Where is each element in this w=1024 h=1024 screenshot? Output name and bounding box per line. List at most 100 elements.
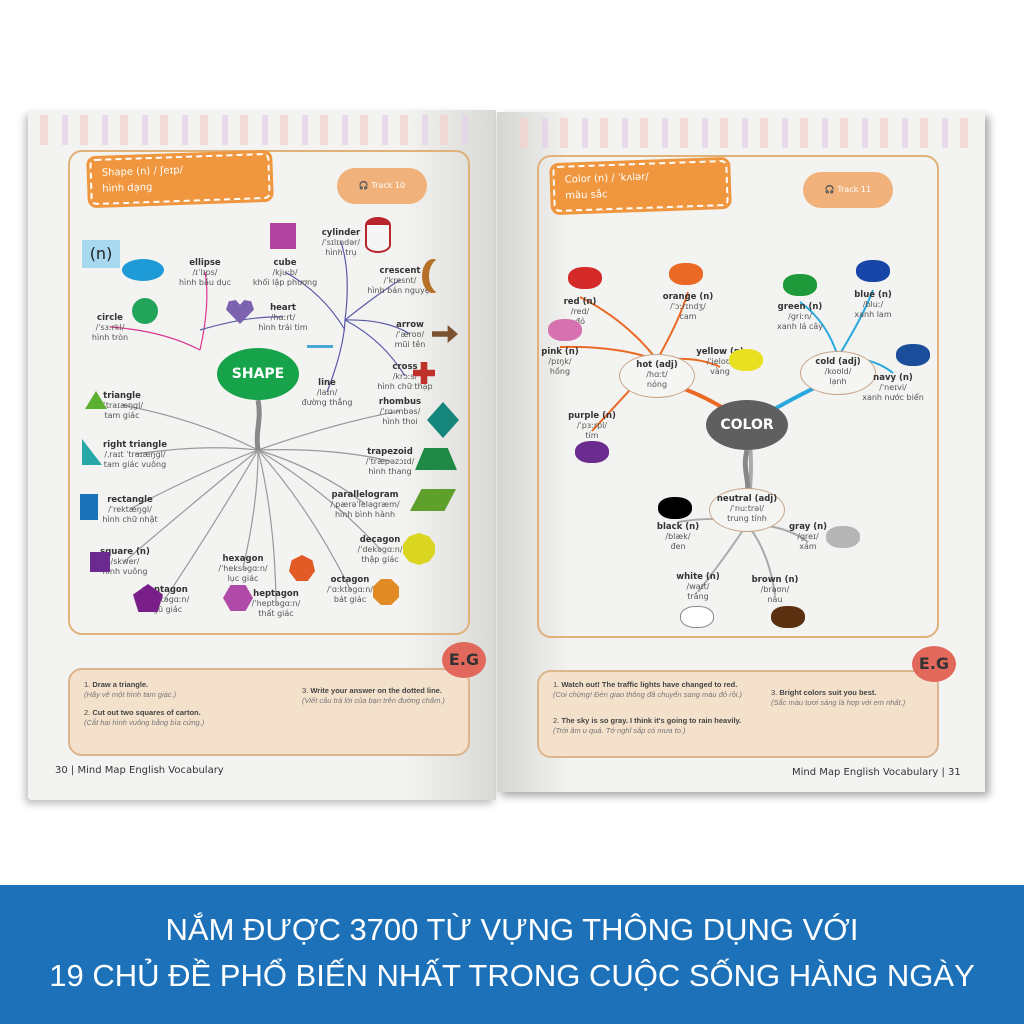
group-bubble	[800, 351, 876, 395]
example-item: 1. Draw a triangle. (Hãy vẽ một hình tam …	[84, 680, 177, 699]
vocab-ipa: /koʊld/	[824, 367, 852, 376]
branch-line	[799, 301, 839, 358]
vocab-label: heptagon/ˈheptəgɑːn/thất giác	[252, 589, 301, 619]
headphones-icon: 🎧	[824, 185, 835, 194]
vocab-ipa: /kjuːb/	[272, 268, 298, 277]
example-item: 2. The sky is so gray. I think it's goin…	[553, 716, 742, 735]
vocab-term: hot (adj)	[636, 360, 678, 370]
vocab-term: white (n)	[676, 572, 720, 582]
vocab-ipa: /skwer/	[110, 557, 140, 566]
vocab-term: parallelogram	[331, 490, 399, 500]
shape-center-node: SHAPE	[217, 348, 299, 400]
vocab-meaning: vàng	[710, 367, 730, 376]
vocab-label: rectangle/ˈrektæŋgl/hình chữ nhật	[102, 495, 157, 525]
vocab-label: orange (n)/ˈɔːrɪndʒ/cam	[663, 292, 713, 322]
vocab-term: pentagon	[142, 585, 188, 595]
vocab-ipa: /ˈdekəgɑːn/	[357, 545, 403, 554]
confetti-decoration	[40, 115, 480, 145]
color-swatch	[680, 606, 714, 628]
vocab-term: cross	[392, 362, 418, 372]
vocab-ipa: /red/	[570, 307, 590, 316]
vocab-meaning: tam giác vuông	[103, 460, 167, 469]
vocab-label: white (n)/waɪt/trắng	[676, 572, 719, 602]
color-swatch	[896, 344, 930, 366]
vocab-ipa: /ˈsɜːrkl/	[95, 323, 125, 332]
vocab-meaning: bát giác	[333, 595, 367, 604]
vocab-label: neutral (adj)/ˈnuːtrəl/trung tính	[717, 494, 777, 524]
branch-line	[257, 449, 351, 590]
branch-line	[124, 449, 259, 562]
vocab-label: yellow (n)/ˈjeloʊ/vàng	[696, 347, 744, 377]
vocab-label: arrow/ˈæroʊ/mũi tên	[395, 320, 426, 350]
color-swatch	[826, 526, 860, 548]
square-shape-icon	[90, 552, 110, 572]
vocab-meaning: tam giác	[104, 411, 140, 420]
vocab-meaning: cam	[679, 312, 697, 321]
branch-line	[257, 449, 366, 505]
vocab-term: rhombus	[378, 397, 422, 407]
line-shape-icon	[307, 344, 333, 348]
eg-bubble: E.G	[912, 646, 956, 682]
vocab-label: hot (adj)/hɑːt/nóng	[636, 360, 677, 390]
group-bubble	[709, 488, 785, 532]
vocab-label: right triangle/ˌraɪt ˈtraɪæŋgl/tam giác …	[103, 440, 167, 470]
vocab-meaning: hình chữ nhật	[102, 515, 158, 524]
vocab-ipa: /ˈkresnt/	[383, 276, 417, 285]
vocab-term: purple (n)	[568, 411, 616, 421]
group-bubble	[619, 354, 695, 398]
vocab-ipa: /hɑːrt/	[270, 313, 296, 322]
vocab-term: cylinder	[321, 228, 361, 238]
part-of-speech-box: (n)	[82, 240, 120, 268]
audio-label: Track 10	[371, 181, 406, 190]
vocab-term: arrow	[396, 320, 424, 330]
vocab-term: crescent	[379, 266, 421, 276]
branch-line	[257, 449, 391, 462]
circle-shape-icon	[132, 298, 158, 324]
vocab-ipa: /ˈpɜːrpl/	[576, 421, 608, 430]
example-item: 1. Watch out! The traffic lights have ch…	[553, 680, 743, 699]
vocab-term: navy (n)	[873, 373, 913, 383]
vocab-meaning: xanh nước biển	[862, 393, 924, 402]
vocab-meaning: lạnh	[829, 377, 847, 386]
example-item: 2. Cut out two squares of carton. (Cắt ha…	[84, 708, 205, 727]
vocab-meaning: hình thang	[368, 467, 412, 476]
audio-track-cloud[interactable]: 🎧 Track 11	[803, 172, 893, 208]
vocab-ipa: /ˈtræpəzɔɪd/	[365, 457, 415, 466]
audio-label: Track 11	[837, 185, 872, 194]
vocab-meaning: lục giác	[227, 574, 259, 583]
vocab-ipa: /pɪŋk/	[548, 357, 572, 366]
vocab-label: black (n)/blæk/đen	[657, 522, 699, 552]
color-swatch	[783, 274, 817, 296]
vocab-term: heart	[270, 303, 296, 313]
vocab-ipa: /ˈpentəgɑːn/	[140, 595, 190, 604]
vocab-term: orange (n)	[662, 292, 714, 302]
vocab-term: line	[318, 378, 336, 388]
vocab-label: ellipse/ɪˈlɪps/hình bầu dục	[179, 258, 231, 288]
vocab-term: heptagon	[253, 589, 299, 599]
ellipse-shape-icon	[122, 259, 164, 281]
vocab-meaning: hình tròn	[91, 333, 129, 342]
vocab-label: rhombus/ˈrɑːmbəs/hình thoi	[379, 397, 421, 427]
color-swatch	[771, 606, 805, 628]
para-shape-icon	[410, 489, 456, 511]
vocab-ipa: /ˈrektæŋgl/	[108, 505, 152, 514]
audio-track-cloud[interactable]: 🎧 Track 10	[337, 168, 427, 204]
vocab-meaning: đỏ	[575, 317, 585, 326]
vocab-label: red (n)/red/đỏ	[564, 297, 597, 327]
vocab-term: cube	[273, 258, 297, 268]
vocab-ipa: /ˈnuːtrəl/	[730, 504, 764, 513]
vocab-label: triangle/ˈtraɪæŋgl/tam giác	[101, 391, 143, 421]
vocab-term: rectangle	[107, 495, 153, 505]
vocab-ipa: /ˌraɪt ˈtraɪæŋgl/	[104, 450, 166, 459]
vocab-ipa: /ˈjeloʊ/	[706, 357, 734, 366]
vocab-term: triangle	[103, 391, 141, 401]
branch-line	[344, 279, 401, 321]
promo-banner: NẮM ĐƯỢC 3700 TỪ VỰNG THÔNG DỤNG VỚI 19 …	[0, 885, 1024, 1024]
vocab-label: cold (adj)/koʊld/lạnh	[815, 357, 860, 387]
branch-line	[199, 316, 284, 331]
vocab-ipa: /ˈsɪlɪndər/	[321, 238, 361, 247]
vocab-term: red (n)	[563, 297, 597, 307]
branch-line	[344, 319, 406, 377]
vocab-ipa: /waɪt/	[686, 582, 710, 591]
branch-line	[199, 271, 208, 351]
